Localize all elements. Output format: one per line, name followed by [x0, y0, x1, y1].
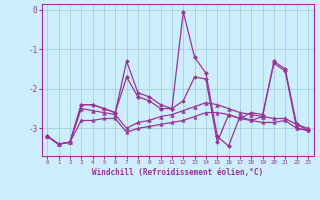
X-axis label: Windchill (Refroidissement éolien,°C): Windchill (Refroidissement éolien,°C): [92, 168, 263, 177]
